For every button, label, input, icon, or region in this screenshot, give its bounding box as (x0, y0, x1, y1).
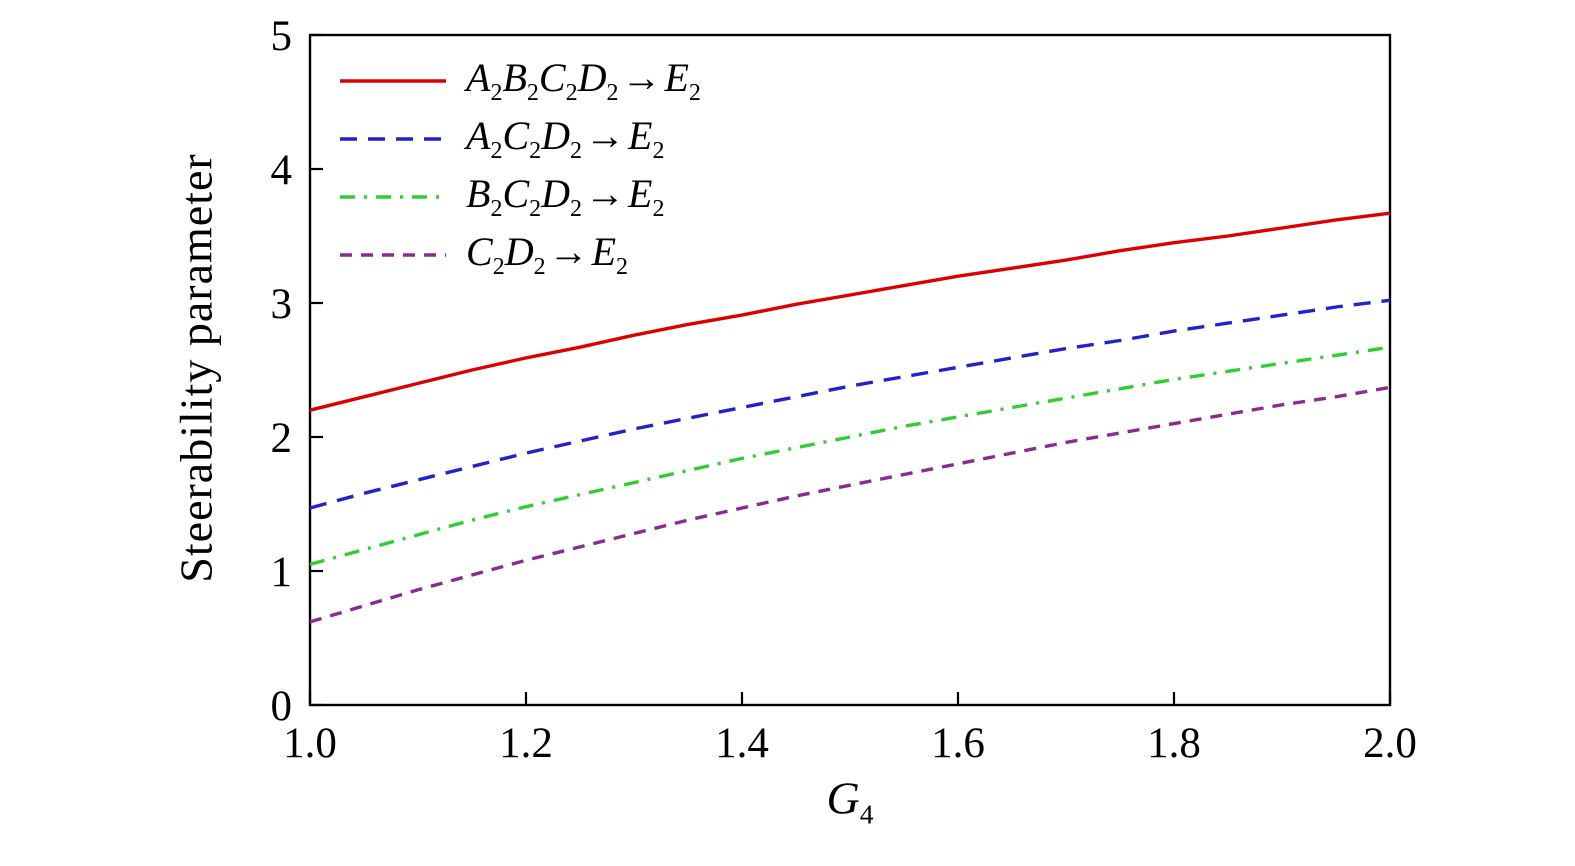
legend-entry-3: C2D2→E2 (338, 226, 701, 284)
legend-line-sample (340, 79, 446, 83)
x-tick-label: 1.4 (715, 720, 769, 767)
x-tick-label: 1.6 (931, 720, 985, 767)
y-axis-label: Steerability parameter (170, 153, 222, 583)
series-line-0 (309, 211, 1391, 412)
legend-label: C2D2→E2 (466, 228, 629, 280)
series-line-1 (309, 298, 1391, 510)
plot-frame (308, 33, 1392, 707)
x-axis-label: G4 (826, 772, 874, 830)
y-tick-label: 2 (271, 415, 293, 462)
x-tick-label: 1.2 (499, 720, 553, 767)
legend-entry-2: B2C2D2→E2 (338, 168, 701, 226)
legend-label: A2B2C2D2→E2 (466, 54, 701, 106)
legend-line-sample (340, 253, 446, 257)
x-tick-label: 1.8 (1147, 720, 1201, 767)
y-tick-label: 0 (271, 683, 293, 730)
y-tick-label: 3 (271, 281, 293, 328)
legend-line-sample (340, 195, 446, 199)
legend: A2B2C2D2→E2 A2C2D2→E2 B2C2D2→E2 C2D2→E2 (338, 52, 701, 284)
legend-entry-1: A2C2D2→E2 (338, 110, 701, 168)
x-tick-label: 1.0 (283, 720, 337, 767)
legend-line-sample (340, 137, 446, 141)
series-line-2 (309, 345, 1391, 566)
x-tick-label: 2.0 (1363, 720, 1417, 767)
y-tick-label: 1 (271, 549, 293, 596)
series-line-3 (309, 385, 1391, 624)
legend-label: B2C2D2→E2 (466, 170, 665, 222)
legend-label: A2C2D2→E2 (466, 112, 665, 164)
y-tick-label: 5 (271, 13, 293, 60)
legend-entry-0: A2B2C2D2→E2 (338, 52, 701, 110)
y-tick-label: 4 (271, 147, 293, 194)
